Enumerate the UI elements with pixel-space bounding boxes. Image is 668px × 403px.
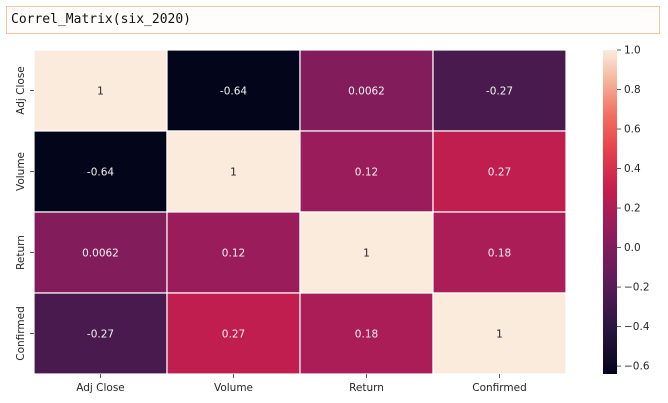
cell-value-label: 0.0062	[82, 248, 119, 260]
colorbar-tick-label: 0.4	[624, 163, 641, 175]
cell-value-label: 0.12	[222, 248, 245, 260]
y-tick-label: Return	[15, 235, 27, 270]
colorbar-tick-label: 0.2	[624, 203, 641, 215]
heatmap-cell-labels: 1 -0.64 0.0062 -0.27 -0.64 1 0.12 0.27 0.0062 0.1…	[82, 86, 513, 341]
x-tick-label: Confirmed	[472, 382, 527, 394]
heatmap-cell	[33, 130, 168, 213]
x-tick-label: Adj Close	[76, 382, 125, 394]
colorbar-tick-label: 0.6	[624, 124, 641, 136]
colorbar-tick-label: 1.0	[624, 45, 641, 57]
x-tick-label: Volume	[214, 382, 253, 394]
cell-value-label: 0.27	[488, 167, 511, 179]
cell-value-label: 1	[363, 248, 370, 260]
heatmap-cell	[166, 292, 301, 375]
heatmap-cell	[432, 130, 567, 213]
colorbar-tick-label: 0.0	[624, 242, 641, 254]
colorbar-tick-label: −0.4	[624, 321, 650, 333]
x-tick-label: Return	[349, 382, 384, 394]
x-axis: Adj Close Volume Return Confirmed	[76, 374, 527, 394]
colorbar-gradient	[603, 50, 617, 374]
cell-value-label: -0.27	[486, 86, 513, 98]
y-tick-label: Adj Close	[15, 66, 27, 115]
code-cell[interactable]: Correl_Matrix(six_2020)	[6, 6, 660, 34]
cell-value-label: 1	[496, 329, 503, 341]
y-axis: Adj Close Volume Return Confirmed	[15, 66, 34, 361]
heatmap-cells	[33, 49, 567, 375]
colorbar: −0.6 −0.4 −0.2 0.0 0.2 0.4 0.6 0.8 1.0	[603, 45, 650, 374]
code-text: Correl_Matrix(six_2020)	[11, 12, 192, 27]
cell-value-label: 0.18	[488, 248, 511, 260]
cell-value-label: 0.27	[222, 329, 245, 341]
y-tick-label: Volume	[15, 152, 27, 191]
heatmap-cell	[299, 211, 434, 294]
colorbar-tick-label: −0.6	[624, 361, 650, 373]
heatmap-cell	[299, 130, 434, 213]
heatmap-cell	[166, 130, 301, 213]
cell-value-label: 0.12	[355, 167, 378, 179]
cell-value-label: 0.18	[355, 329, 378, 341]
cell-value-label: -0.64	[87, 167, 114, 179]
heatmap-cell	[33, 292, 168, 375]
cell-value-label: -0.27	[87, 329, 114, 341]
y-tick-label: Confirmed	[15, 306, 27, 361]
cell-value-label: 1	[97, 86, 104, 98]
cell-value-label: 0.0062	[348, 86, 385, 98]
colorbar-tick-label: −0.2	[624, 282, 650, 294]
heatmap-cell	[166, 211, 301, 294]
heatmap-cell	[432, 49, 567, 132]
heatmap-cell	[432, 211, 567, 294]
cell-value-label: -0.64	[220, 86, 247, 98]
heatmap-cell	[432, 292, 567, 375]
colorbar-tick-label: 0.8	[624, 84, 641, 96]
cell-value-label: 1	[230, 167, 237, 179]
